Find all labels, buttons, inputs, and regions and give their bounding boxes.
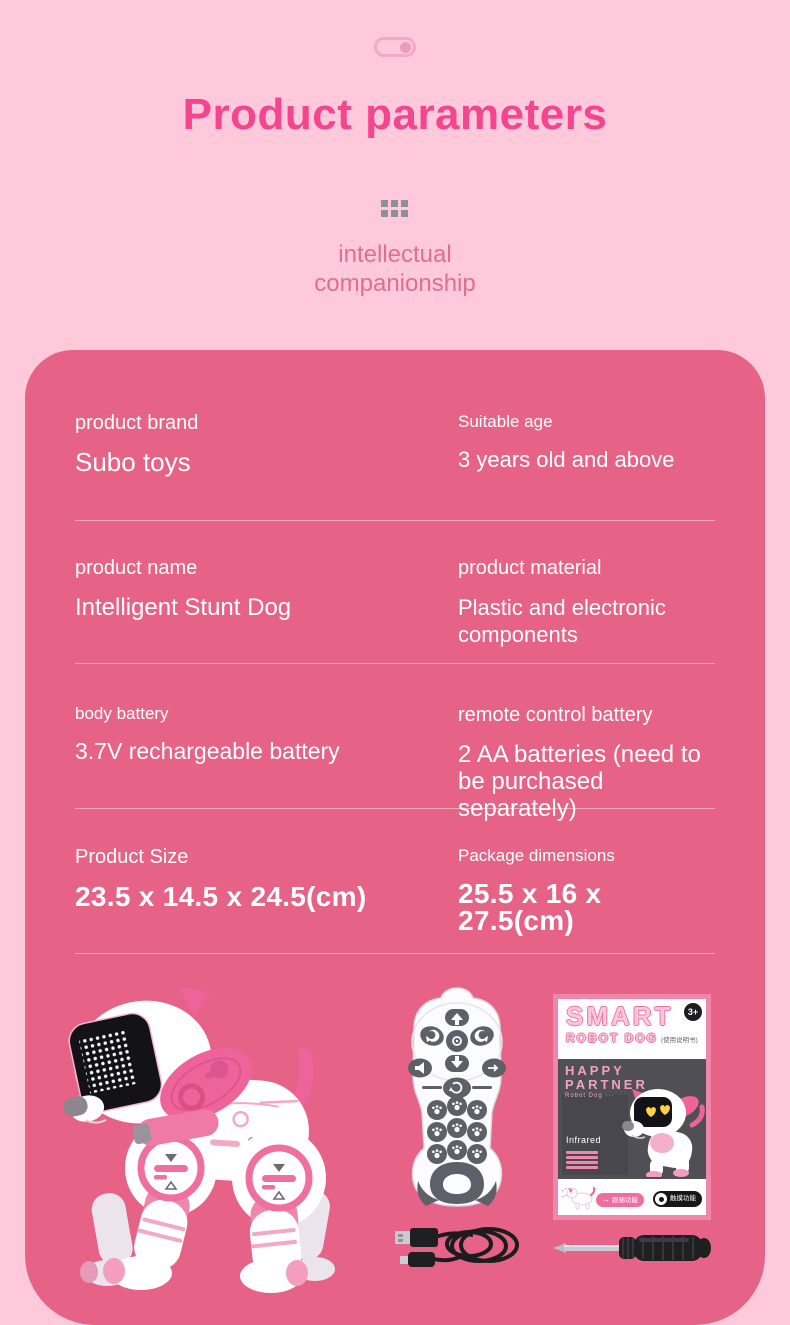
spec-row-brand-age: product brand Subo toys Suitable age 3 y…: [75, 412, 715, 476]
product-box-image: SMART ROBOT DOG (使用说明书) 3+ HAPPY PARTNER …: [553, 994, 711, 1220]
toggle-knob: [400, 42, 411, 53]
box-small-print: [566, 1151, 598, 1171]
grid-dots-icon: [381, 200, 409, 217]
box-happy-text: HAPPY: [565, 1063, 625, 1078]
spec-value: 2 AA batteries (need to be purchased sep…: [458, 741, 701, 822]
box-header: SMART ROBOT DOG (使用说明书) 3+: [558, 999, 706, 1059]
remote-control-image: [408, 987, 506, 1207]
age-badge: 3+: [684, 1003, 702, 1021]
subtitle-line1: intellectual: [338, 241, 452, 268]
spec-label: remote control battery: [458, 704, 653, 726]
spec-value: Plastic and electronic components: [458, 595, 666, 647]
spec-row-size: Product Size 23.5 x 14.5 x 24.5(cm) Pack…: [75, 846, 715, 936]
paw-icon: [655, 1193, 667, 1205]
page-title: Product parameters: [182, 90, 608, 139]
spec-value: 25.5 x 16 x 27.5(cm): [458, 878, 602, 936]
spec-label: product brand: [75, 412, 199, 434]
spec-label: product material: [458, 557, 602, 579]
spec-row-battery: body battery 3.7V rechargeable battery r…: [75, 704, 715, 822]
divider: [75, 808, 715, 809]
spec-value: 23.5 x 14.5 x 24.5(cm): [75, 881, 367, 912]
spec-label: product name: [75, 557, 198, 579]
divider: [75, 663, 715, 664]
spec-label: body battery: [75, 704, 169, 723]
page-subtitle: intellectual companionship: [0, 240, 790, 298]
robot-dog-image: [63, 988, 335, 1293]
box-follow-function-pill: → 跟随功能: [596, 1193, 644, 1207]
toggle-icon[interactable]: [374, 37, 416, 57]
box-robot-dog-caption: Robot Dog ···: [565, 1093, 615, 1099]
box-dog-art: [622, 1089, 705, 1177]
spec-row-name-material: product name Intelligent Stunt Dog produ…: [75, 557, 715, 648]
box-touch-function-pill: 触摸功能: [653, 1191, 702, 1207]
screwdriver-image: [553, 1235, 711, 1261]
subtitle-line2: companionship: [314, 270, 476, 297]
box-subtitle: ROBOT DOG: [566, 1031, 658, 1045]
box-manual-note: (使用说明书): [661, 1037, 698, 1044]
spec-label: Product Size: [75, 846, 189, 868]
divider: [75, 520, 715, 521]
box-partner-text: PARTNER: [565, 1077, 648, 1092]
spec-value: Subo toys: [75, 447, 191, 477]
spec-label: Suitable age: [458, 412, 553, 431]
box-tiny-dog-art: [561, 1187, 596, 1210]
arrow-right-icon: →: [602, 1195, 610, 1204]
spec-value: 3.7V rechargeable battery: [75, 738, 340, 764]
box-title: SMART: [566, 1001, 674, 1031]
box-footer: → 跟随功能 触摸功能: [558, 1179, 706, 1215]
box-photo-area: HAPPY PARTNER Robot Dog ··· Infrared: [558, 1059, 706, 1179]
spec-value: 3 years old and above: [458, 447, 675, 472]
spec-label: Package dimensions: [458, 846, 615, 865]
usb-cable-image: [395, 1227, 519, 1267]
spec-value: Intelligent Stunt Dog: [75, 594, 292, 621]
box-infrared-label: Infrared: [566, 1135, 602, 1145]
specs-card: product brand Subo toys Suitable age 3 y…: [25, 350, 765, 1325]
divider: [75, 953, 715, 954]
